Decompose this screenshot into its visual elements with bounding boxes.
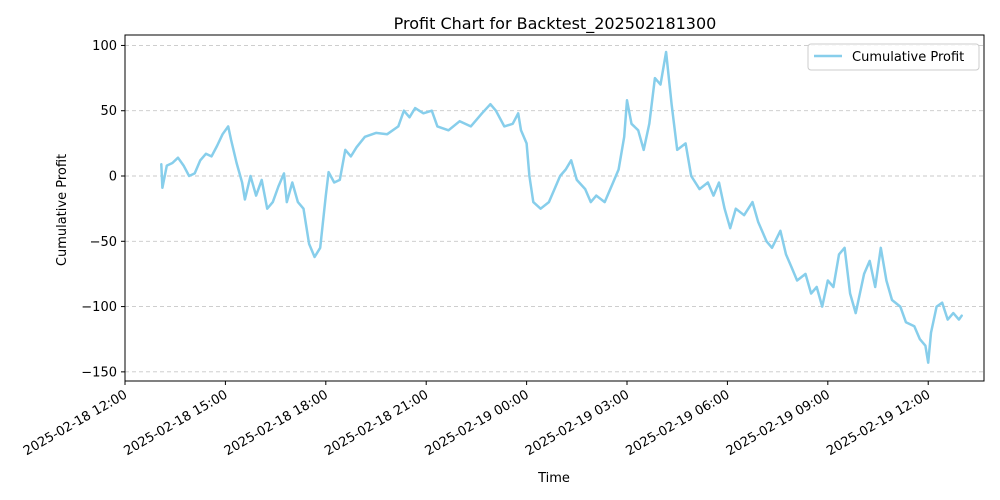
plot-area-frame — [124, 34, 985, 382]
series-line-cumulative-profit — [160, 50, 963, 364]
y-axis-label: Cumulative Profit — [55, 154, 70, 266]
y-tick-label: 50 — [100, 104, 117, 119]
y-axis: 100 50 0 −50 −100 −150 — [81, 39, 125, 380]
x-axis-label: Time — [537, 471, 570, 486]
series-layer — [160, 50, 963, 364]
y-tick-label: −50 — [90, 235, 117, 250]
y-tick-label: −100 — [81, 300, 117, 315]
legend-box — [807, 43, 980, 71]
chart-title: Profit Chart for Backtest_202502181300 — [394, 14, 717, 34]
legend: Cumulative Profit — [807, 43, 980, 71]
y-tick-label: 0 — [109, 170, 117, 185]
y-tick-label: 100 — [92, 39, 117, 54]
legend-label: Cumulative Profit — [852, 50, 964, 65]
y-tick-label: −150 — [81, 365, 117, 380]
